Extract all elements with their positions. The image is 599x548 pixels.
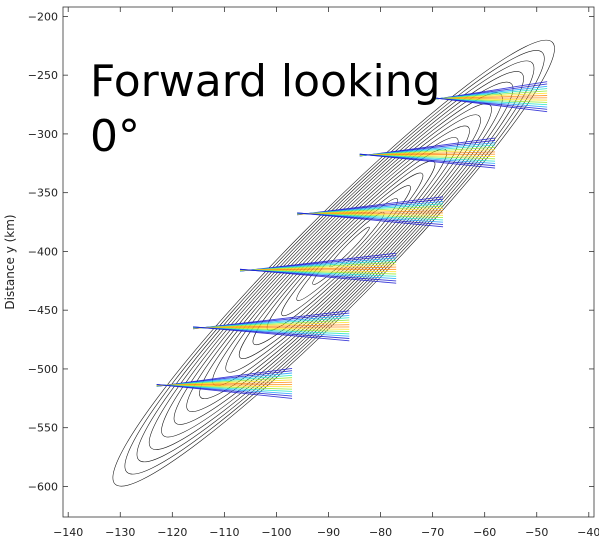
x-tick-label: −50 bbox=[525, 526, 548, 539]
y-axis-label: Distance y (km) bbox=[3, 214, 17, 309]
y-tick-label: −600 bbox=[28, 480, 58, 493]
y-tick-label: −250 bbox=[28, 69, 58, 82]
y-tick-label: −300 bbox=[28, 128, 58, 141]
x-tick-label: −80 bbox=[369, 526, 392, 539]
x-tick-label: −120 bbox=[157, 526, 187, 539]
y-tick-label: −350 bbox=[28, 187, 58, 200]
y-tick-label: −500 bbox=[28, 363, 58, 376]
y-tick-label: −450 bbox=[28, 304, 58, 317]
y-tick-label: −200 bbox=[28, 10, 58, 23]
x-tick-label: −40 bbox=[577, 526, 599, 539]
x-tick-label: −90 bbox=[317, 526, 340, 539]
x-tick-label: −110 bbox=[209, 526, 239, 539]
y-tick-label: −550 bbox=[28, 422, 58, 435]
annotation-line-2: 0° bbox=[90, 111, 140, 162]
x-tick-label: −60 bbox=[473, 526, 496, 539]
y-tick-label: −400 bbox=[28, 245, 58, 258]
x-tick-label: −100 bbox=[261, 526, 291, 539]
annotation-line-1: Forward looking bbox=[90, 56, 441, 107]
x-tick-label: −140 bbox=[53, 526, 83, 539]
x-tick-label: −70 bbox=[421, 526, 444, 539]
x-tick-label: −130 bbox=[105, 526, 135, 539]
